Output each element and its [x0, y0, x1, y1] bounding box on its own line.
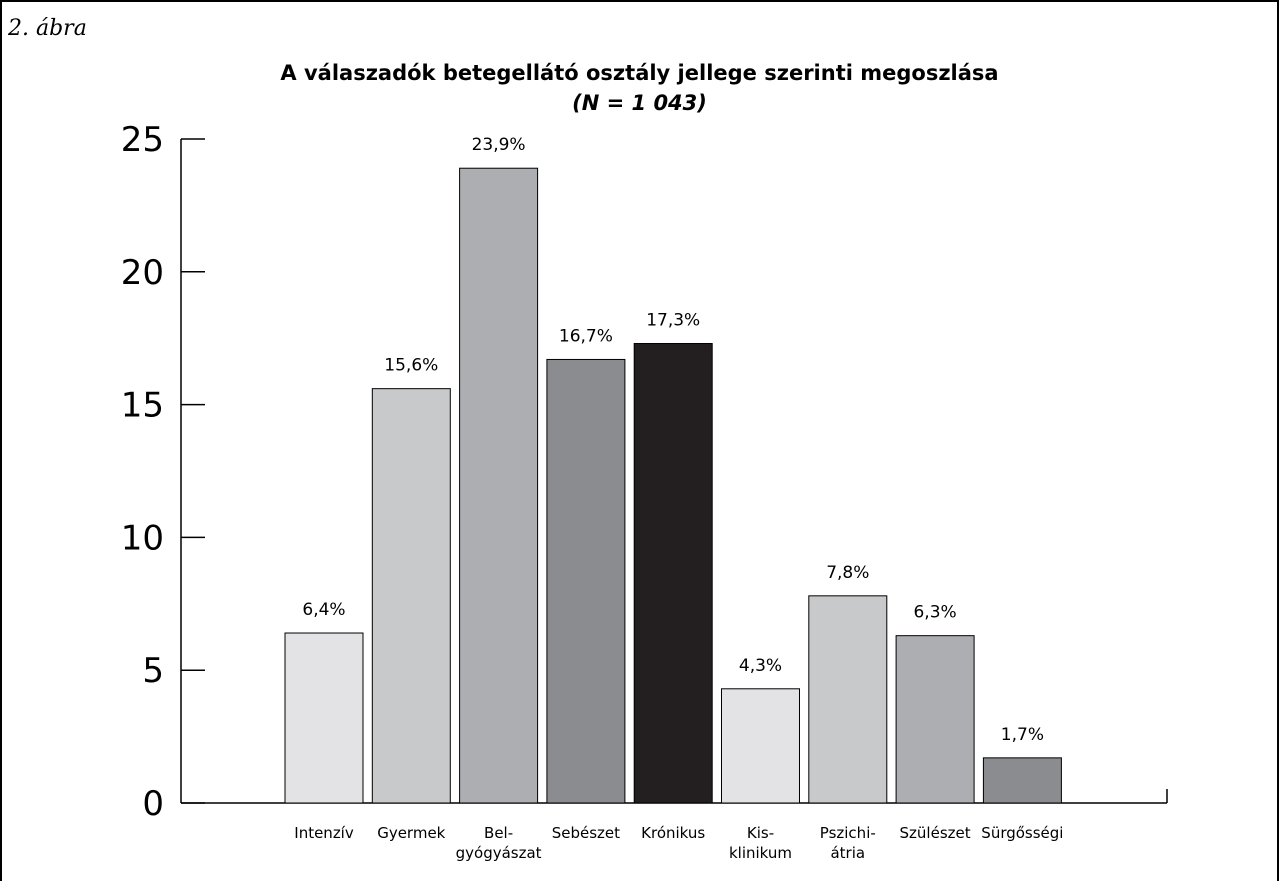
bar-value-label: 16,7%: [559, 326, 613, 346]
bar: [895, 635, 975, 804]
y-tick-label: 0: [142, 784, 164, 824]
y-tick-label: 5: [142, 651, 164, 691]
y-tick-label: 20: [121, 253, 164, 293]
bar: [459, 167, 539, 804]
bar-value-label: 23,9%: [472, 135, 526, 155]
y-tick-label: 15: [121, 386, 164, 426]
chart-subtitle: (N = 1 043): [572, 91, 707, 115]
y-tick-label: 25: [121, 120, 164, 160]
category-label: gyógyászat: [456, 844, 542, 862]
chart-bars: [284, 167, 1062, 804]
bar: [546, 358, 626, 804]
bar-value-label: 15,6%: [384, 356, 438, 376]
category-label: Kis-: [747, 824, 774, 842]
bar: [721, 688, 800, 804]
bar: [284, 632, 364, 804]
category-label: Sürgősségi: [981, 824, 1063, 842]
category-label: Krónikus: [641, 824, 705, 842]
bar: [808, 595, 888, 804]
bar-value-label: 6,3%: [913, 603, 956, 623]
bar-value-label: 6,4%: [302, 600, 345, 620]
category-label: átria: [830, 844, 865, 862]
chart-title: A válaszadók betegellátó osztály jellege…: [280, 61, 999, 85]
bar-value-label: 4,3%: [739, 656, 782, 676]
bar: [633, 343, 713, 804]
category-label: Szülészet: [900, 824, 971, 842]
y-tick-label: 10: [121, 518, 164, 558]
bar-value-label: 1,7%: [1001, 725, 1044, 745]
category-label: Sebészet: [552, 824, 620, 842]
bar: [371, 388, 451, 804]
figure-label: 2. ábra: [8, 16, 87, 41]
category-label: Pszichi-: [820, 824, 876, 842]
category-label: Intenzív: [294, 824, 354, 842]
bar-value-label: 17,3%: [646, 311, 700, 331]
bar: [982, 757, 1062, 804]
category-label: klinikum: [729, 844, 792, 862]
bar-value-label: 7,8%: [826, 563, 869, 583]
category-label: Gyermek: [377, 824, 445, 842]
chart-labels: 6,4% Intenzív 15,6% Gyermek 23,9% Bel-gyógyás…: [294, 135, 1063, 862]
category-label: Bel-: [484, 824, 513, 842]
